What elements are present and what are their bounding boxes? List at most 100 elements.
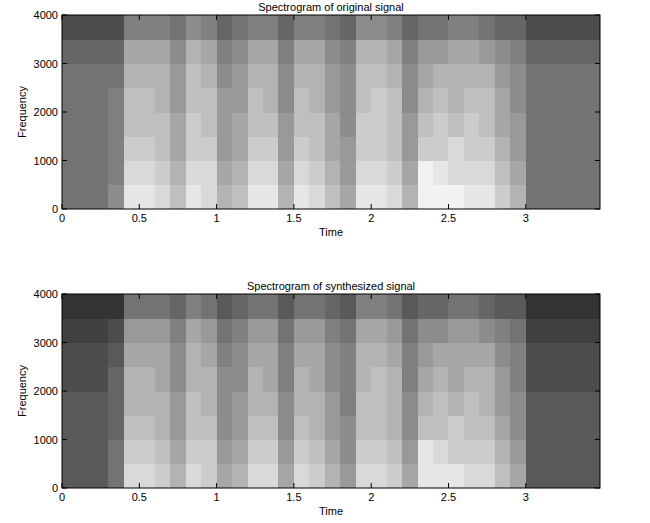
heatmap-cell [588,185,600,209]
heatmap-cell [93,15,109,40]
heatmap-cell [294,391,310,416]
heatmap-cell [93,136,109,161]
heatmap-cell [124,464,140,488]
heatmap-cell [572,440,588,465]
heatmap-cell [526,294,542,319]
heatmap-cell [186,185,202,209]
heatmap-cell [139,64,155,89]
heatmap-cell [526,136,542,161]
heatmap-cell [387,440,403,465]
heatmap-cell [356,440,372,465]
heatmap-cell [557,64,573,89]
heatmap-cell [278,415,294,440]
heatmap-cell [139,294,155,319]
heatmap-cell [495,415,511,440]
heatmap-cell [387,415,403,440]
heatmap-cell [294,294,310,319]
heatmap-cell [155,464,171,488]
heatmap-cell [186,415,202,440]
heatmap-cell [62,343,78,368]
heatmap-cell [325,318,341,343]
heatmap-cell [557,112,573,137]
x-tick-label: 3 [523,491,529,503]
heatmap-cell [309,185,325,209]
heatmap-cell [495,318,511,343]
x-tick-label: 1 [214,491,220,503]
heatmap-cell [572,88,588,113]
heatmap-cell [217,185,233,209]
heatmap-cell [479,88,495,113]
heatmap-cell [294,440,310,465]
heatmap-cell [356,185,372,209]
heatmap-cell [77,464,93,488]
heatmap-cell [294,136,310,161]
heatmap-cell [557,464,573,488]
heatmap-cell [510,161,526,186]
heatmap-cell [201,367,217,392]
heatmap-cell [201,318,217,343]
heatmap-cell [402,391,418,416]
x-tick [62,483,63,488]
heatmap-cell [325,464,341,488]
heatmap-cell [448,367,464,392]
heatmap-cell [495,464,511,488]
heatmap-cell [155,343,171,368]
heatmap-cell [387,39,403,64]
heatmap-cell [557,294,573,319]
heatmap-cell [402,343,418,368]
heatmap-cell [263,64,279,89]
heatmap-cell [541,185,557,209]
heatmap-cell [418,367,434,392]
heatmap-cell [526,15,542,40]
heatmap-cell [356,367,372,392]
x-tick-label: 0.5 [132,491,147,503]
heatmap-cell [572,39,588,64]
heatmap-cell [62,440,78,465]
heatmap-cell [418,39,434,64]
heatmap-cell [495,64,511,89]
heatmap-cell [325,39,341,64]
heatmap-cell [62,88,78,113]
y-tick [595,391,600,392]
heatmap-cell [309,15,325,40]
x-axis-title: Time [319,505,343,517]
x-tick [525,204,526,209]
heatmap-cell [479,440,495,465]
heatmap-cell [186,440,202,465]
heatmap-cell [588,88,600,113]
x-tick-label: 1.5 [286,491,301,503]
heatmap-cell [541,367,557,392]
heatmap-cell [170,343,186,368]
heatmap-cell [557,185,573,209]
heatmap-cell [418,343,434,368]
heatmap-cell [77,15,93,40]
heatmap-cell [448,415,464,440]
heatmap-cell [588,440,600,465]
heatmap-cell [448,136,464,161]
heatmap-cells [62,294,600,488]
x-tick [216,15,217,20]
x-tick [293,204,294,209]
heatmap-cell [526,161,542,186]
panel-title: Spectrogram of original signal [258,1,404,13]
heatmap-cell [155,161,171,186]
heatmap-cell [464,15,480,40]
heatmap-cell [186,464,202,488]
heatmap-cell [402,64,418,89]
heatmap-cell [433,185,449,209]
x-tick [62,15,63,20]
y-tick [595,294,600,295]
heatmap-cell [263,185,279,209]
heatmap-cell [433,367,449,392]
panel-title: Spectrogram of synthesized signal [247,280,415,292]
heatmap-cell [402,367,418,392]
y-tick [62,342,67,343]
x-tick [448,15,449,20]
heatmap-cell [294,112,310,137]
heatmap-cell [418,391,434,416]
heatmap-cell [217,440,233,465]
heatmap-cell [448,440,464,465]
heatmap-cell [201,185,217,209]
heatmap-cell [356,464,372,488]
heatmap-cell [62,391,78,416]
